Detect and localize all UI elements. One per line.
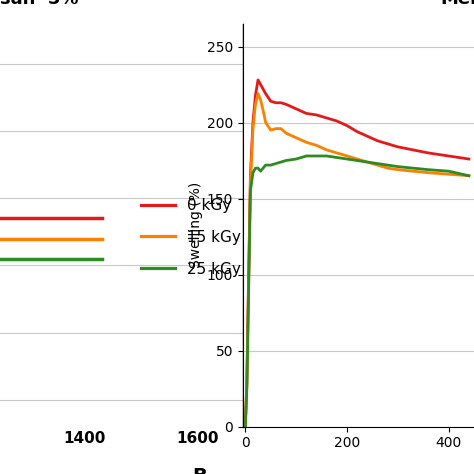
Text: Memb: Memb	[440, 0, 474, 8]
Text: san  5%: san 5%	[0, 0, 79, 8]
Legend: 0 kGy, 15 kGy, 25 kGy: 0 kGy, 15 kGy, 25 kGy	[141, 198, 241, 276]
Y-axis label: Swelling (%): Swelling (%)	[189, 182, 202, 268]
Text: B: B	[192, 467, 207, 474]
